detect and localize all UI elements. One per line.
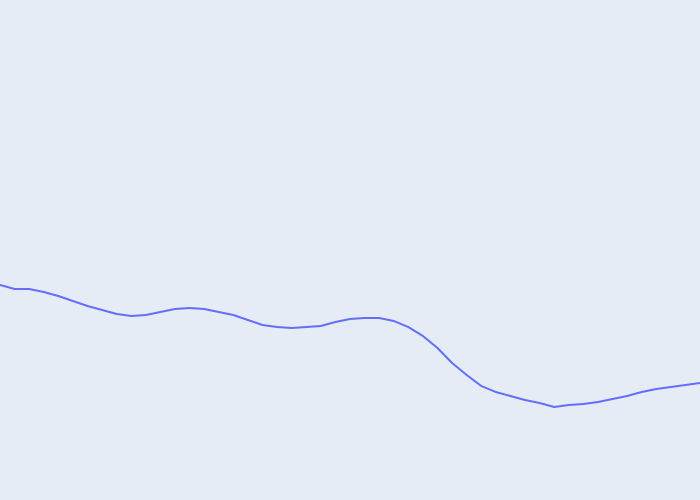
series-layer [0, 284, 700, 408]
series-line-0 [0, 284, 700, 408]
